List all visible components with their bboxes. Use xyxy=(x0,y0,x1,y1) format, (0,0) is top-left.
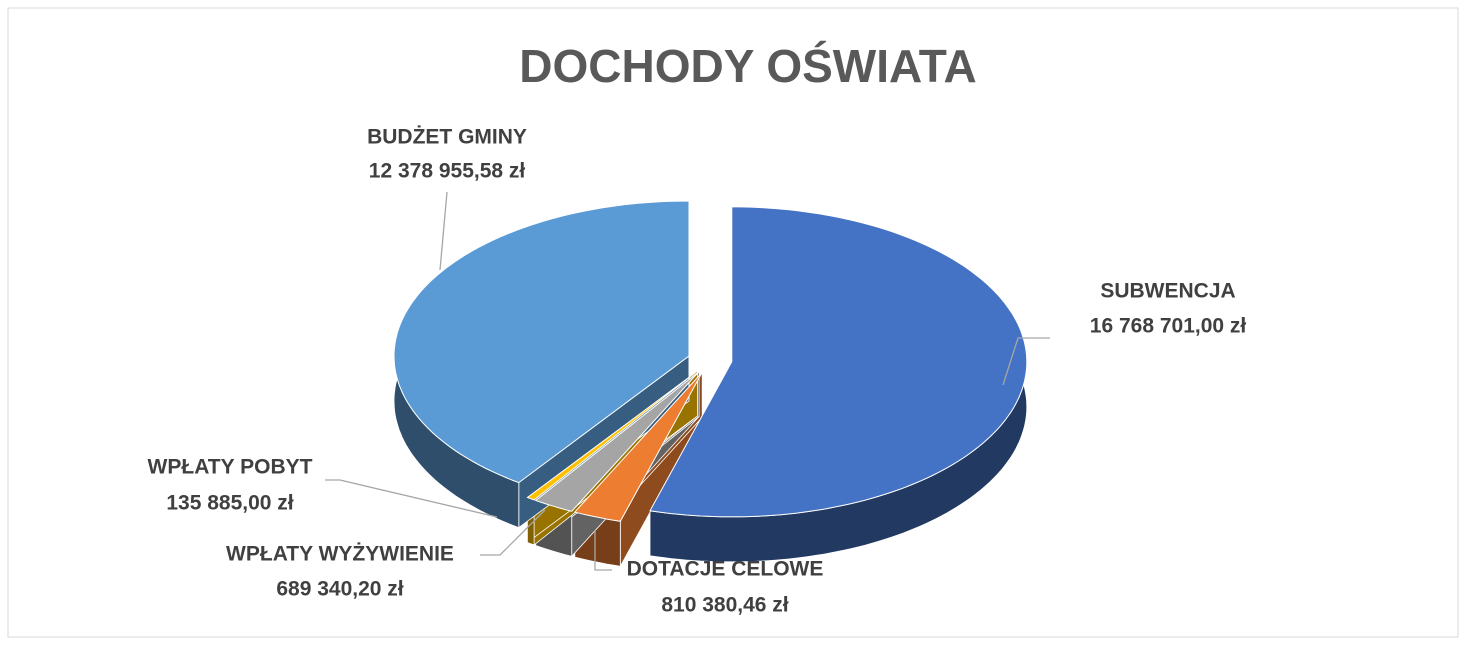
slice xyxy=(526,370,698,501)
slice-value: 135 885,00 zł xyxy=(166,492,293,515)
slice-value: 689 340,20 zł xyxy=(276,578,403,601)
pie xyxy=(393,200,1028,567)
slice-value: 12 378 955,58 zł xyxy=(369,160,526,183)
slice-value: 810 380,46 zł xyxy=(661,594,788,617)
leader-line xyxy=(1002,337,1050,386)
slice-tops xyxy=(393,200,1028,522)
slice xyxy=(534,371,700,512)
leader-line xyxy=(594,530,612,571)
leader-line xyxy=(439,191,448,271)
slice-label: WPŁATY WYŻYWIENIE xyxy=(226,543,454,566)
leader-line xyxy=(325,479,498,518)
slice xyxy=(573,371,703,522)
slice-label: DOTACJE CELOWE xyxy=(627,558,824,581)
slice-label: BUDŻET GMINY xyxy=(367,126,527,149)
slice xyxy=(393,200,690,484)
slice xyxy=(649,206,1028,518)
chart-title: DOCHODY OŚWIATA xyxy=(519,40,976,92)
leader-line xyxy=(480,509,546,556)
slice-value: 16 768 701,00 zł xyxy=(1090,315,1247,338)
slice-label: SUBWENCJA xyxy=(1100,280,1235,303)
slice-label: WPŁATY POBYT xyxy=(148,456,313,479)
